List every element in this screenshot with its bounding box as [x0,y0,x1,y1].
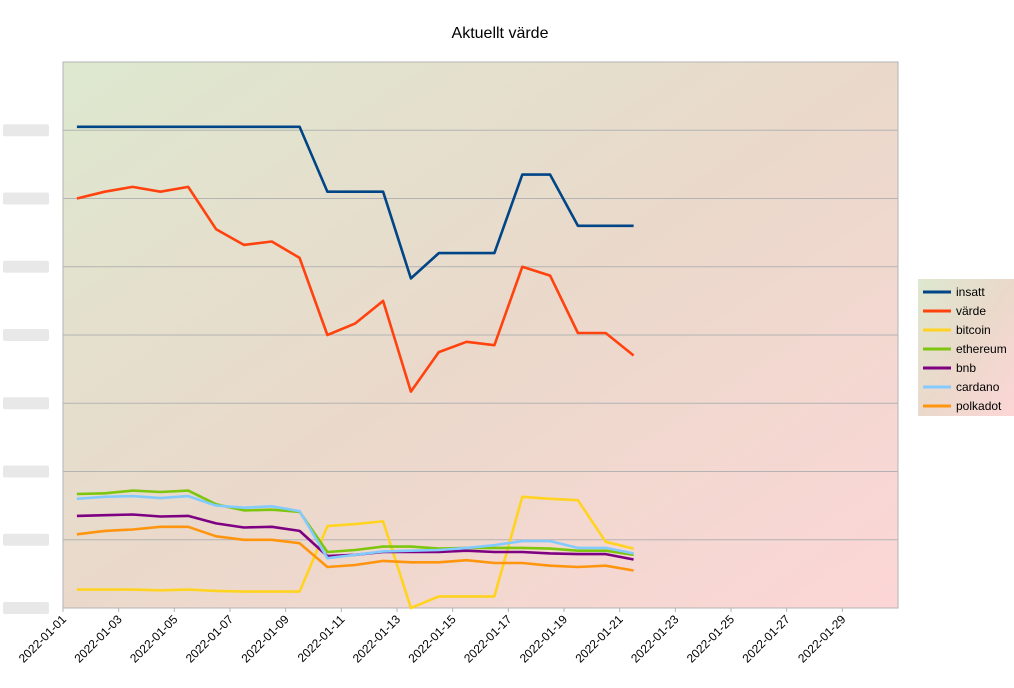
x-tick-label: 2022-01-05 [127,612,181,666]
x-tick-label: 2022-01-21 [572,612,626,666]
x-tick-labels: 2022-01-01 2022-01-03 2022-01-05 2022-01-07… [16,608,849,666]
series-line-värde [76,185,635,393]
y-tick-label-obscured [3,192,49,205]
series-line-ethereum [76,489,634,557]
legend-label-ethereum: ethereum [956,342,1007,356]
chart-title: Aktuellt värde [452,25,549,42]
series-line-polkadot [76,525,634,572]
y-tick-label-obscured [3,602,49,614]
series-line-insatt [76,125,634,280]
legend-label-bitcoin: bitcoin [956,323,991,337]
x-tick-label: 2022-01-11 [295,612,348,665]
x-tick-label: 2022-01-03 [71,612,125,666]
legend: insatt värde bitcoin ethereum bnb cardano polk… [918,279,1014,416]
x-tick-label: 2022-01-17 [461,612,515,666]
legend-label-bnb: bnb [956,361,976,375]
x-tick-label: 2022-01-23 [628,612,682,666]
x-tick-label: 2022-01-19 [517,612,571,666]
y-tick-labels [3,124,49,614]
y-tick-label-obscured [3,397,49,410]
y-tick-label-obscured [3,465,49,478]
legend-label-värde: värde [956,304,986,318]
y-tick-label-obscured [3,329,49,341]
gridlines [63,129,898,541]
x-tick-label: 2022-01-29 [795,612,849,666]
legend-label-insatt: insatt [956,285,985,299]
x-tick-label: 2022-01-27 [739,612,793,666]
x-tick-label: 2022-01-13 [350,612,404,666]
x-tick-label: 2022-01-15 [405,612,459,666]
series-line-bitcoin [76,495,634,610]
x-tick-label: 2022-01-09 [238,612,292,666]
x-tick-label: 2022-01-01 [16,612,70,666]
legend-label-polkadot: polkadot [956,399,1002,413]
y-tick-label-obscured [3,260,49,273]
y-tick-label-obscured [3,533,49,546]
series-line-cardano [76,494,634,560]
legend-label-cardano: cardano [956,380,1000,394]
x-tick-label: 2022-01-07 [183,612,237,666]
series-lines [76,125,635,610]
y-tick-label-obscured [3,124,49,137]
x-tick-label: 2022-01-25 [684,612,738,666]
